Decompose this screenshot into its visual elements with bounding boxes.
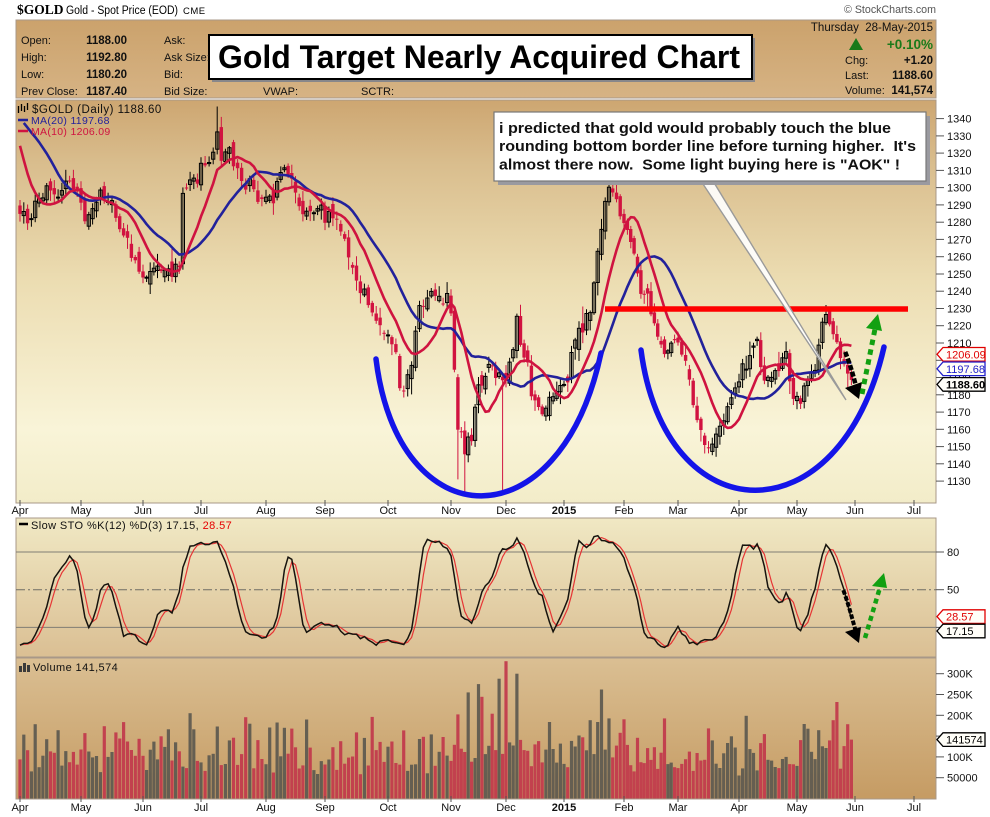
svg-text:MA(20) 1197.68: MA(20) 1197.68 [31, 115, 110, 127]
svg-text:Oct: Oct [379, 505, 396, 517]
svg-text:1150: 1150 [947, 442, 971, 454]
svg-text:CME: CME [183, 6, 206, 17]
svg-text:Jul: Jul [907, 505, 921, 517]
svg-text:Jul: Jul [194, 505, 208, 517]
svg-text:Jun: Jun [846, 802, 864, 814]
svg-text:rounding bottom border line be: rounding bottom border line before turni… [499, 138, 916, 155]
svg-text:1310: 1310 [947, 165, 971, 177]
svg-text:1188.60: 1188.60 [946, 379, 985, 391]
svg-text:1290: 1290 [947, 200, 971, 212]
svg-text:1197.68: 1197.68 [946, 364, 985, 376]
svg-text:Apr: Apr [730, 505, 747, 517]
svg-text:+0.10%: +0.10% [887, 37, 933, 52]
svg-text:High:: High: [21, 52, 47, 64]
svg-text:Apr: Apr [11, 505, 28, 517]
svg-text:50: 50 [947, 585, 959, 597]
svg-text:2015: 2015 [552, 802, 576, 814]
svg-text:May: May [787, 802, 808, 814]
svg-text:MA(10) 1206.09: MA(10) 1206.09 [31, 126, 111, 138]
svg-text:Ask:: Ask: [164, 35, 185, 47]
svg-text:Aug: Aug [256, 505, 276, 517]
svg-text:1160: 1160 [947, 424, 971, 436]
svg-text:$GOLD: $GOLD [17, 2, 64, 17]
svg-text:Bid:: Bid: [164, 69, 183, 81]
svg-text:141574: 141574 [946, 735, 983, 747]
svg-text:1188.00: 1188.00 [86, 35, 127, 47]
svg-text:Last:: Last: [845, 70, 869, 82]
svg-text:1260: 1260 [947, 252, 971, 264]
svg-text:1188.60: 1188.60 [892, 70, 933, 82]
svg-text:Apr: Apr [11, 802, 28, 814]
svg-text:1206.09: 1206.09 [946, 349, 986, 361]
svg-text:1300: 1300 [947, 183, 971, 195]
svg-text:i predicted that gold would pr: i predicted that gold would probably tou… [499, 120, 891, 137]
svg-text:Dec: Dec [496, 505, 516, 517]
svg-text:141,574: 141,574 [891, 85, 933, 97]
svg-text:Jul: Jul [907, 802, 921, 814]
svg-text:Aug: Aug [256, 802, 276, 814]
svg-text:1220: 1220 [947, 321, 971, 333]
svg-text:1170: 1170 [947, 407, 971, 419]
svg-text:200K: 200K [947, 710, 973, 722]
svg-text:300K: 300K [947, 669, 973, 681]
svg-text:Feb: Feb [615, 505, 634, 517]
svg-text:1130: 1130 [947, 476, 971, 488]
svg-text:Nov: Nov [441, 505, 461, 517]
svg-text:Volume:: Volume: [845, 85, 885, 97]
svg-text:Jun: Jun [134, 802, 152, 814]
svg-text:28.57: 28.57 [946, 612, 974, 624]
svg-text:Mar: Mar [669, 802, 688, 814]
svg-text:250K: 250K [947, 690, 973, 702]
svg-text:1180: 1180 [947, 390, 971, 402]
svg-text:Sep: Sep [315, 505, 335, 517]
svg-text:Gold Target Nearly Acquired Ch: Gold Target Nearly Acquired Chart [218, 39, 740, 75]
svg-text:+1.20: +1.20 [904, 55, 933, 67]
svg-text:Jun: Jun [846, 505, 864, 517]
svg-text:Sep: Sep [315, 802, 335, 814]
svg-text:Low:: Low: [21, 69, 44, 81]
svg-text:100K: 100K [947, 752, 973, 764]
svg-text:Thursday 28-May-2015: Thursday 28-May-2015 [811, 22, 933, 34]
svg-text:almost there now. Some light: almost there now. Some light buying here… [499, 156, 900, 173]
svg-text:Jul: Jul [194, 802, 208, 814]
svg-text:1140: 1140 [947, 459, 971, 471]
svg-text:Gold - Spot Price (EOD): Gold - Spot Price (EOD) [66, 5, 178, 17]
svg-text:Ask Size:: Ask Size: [164, 52, 210, 64]
svg-text:1280: 1280 [947, 217, 971, 229]
svg-text:© StockCharts.com: © StockCharts.com [844, 4, 936, 16]
svg-text:Volume 141,574: Volume 141,574 [33, 662, 118, 674]
svg-text:1250: 1250 [947, 269, 971, 281]
svg-text:Mar: Mar [669, 505, 688, 517]
svg-text:Oct: Oct [379, 802, 396, 814]
svg-text:Slow STO %K(12) %D(3) 17.15, 2: Slow STO %K(12) %D(3) 17.15, 28.57 [31, 520, 232, 532]
svg-text:Dec: Dec [496, 802, 516, 814]
svg-text:17.15: 17.15 [946, 626, 974, 638]
svg-text:Open:: Open: [21, 35, 51, 47]
svg-text:1192.80: 1192.80 [86, 52, 127, 64]
svg-text:1320: 1320 [947, 148, 971, 160]
svg-text:May: May [787, 505, 808, 517]
svg-text:Nov: Nov [441, 802, 461, 814]
svg-text:Prev Close:: Prev Close: [21, 86, 78, 98]
svg-text:Feb: Feb [615, 802, 634, 814]
svg-text:2015: 2015 [552, 505, 576, 517]
svg-text:1330: 1330 [947, 131, 971, 143]
svg-text:1187.40: 1187.40 [86, 86, 127, 98]
svg-text:SCTR:: SCTR: [361, 86, 394, 98]
svg-text:Chg:: Chg: [845, 55, 868, 67]
svg-text:Apr: Apr [730, 802, 747, 814]
svg-text:May: May [71, 505, 92, 517]
svg-text:80: 80 [947, 547, 959, 559]
svg-text:1340: 1340 [947, 114, 971, 126]
svg-text:Jun: Jun [134, 505, 152, 517]
svg-text:1180.20: 1180.20 [86, 69, 127, 81]
svg-text:50000: 50000 [947, 773, 978, 785]
svg-text:1230: 1230 [947, 304, 971, 316]
svg-text:VWAP:: VWAP: [263, 86, 298, 98]
svg-text:Bid Size:: Bid Size: [164, 86, 207, 98]
svg-text:1240: 1240 [947, 286, 971, 298]
svg-text:1270: 1270 [947, 234, 971, 246]
svg-text:$GOLD (Daily) 1188.60: $GOLD (Daily) 1188.60 [32, 104, 162, 116]
svg-text:May: May [71, 802, 92, 814]
